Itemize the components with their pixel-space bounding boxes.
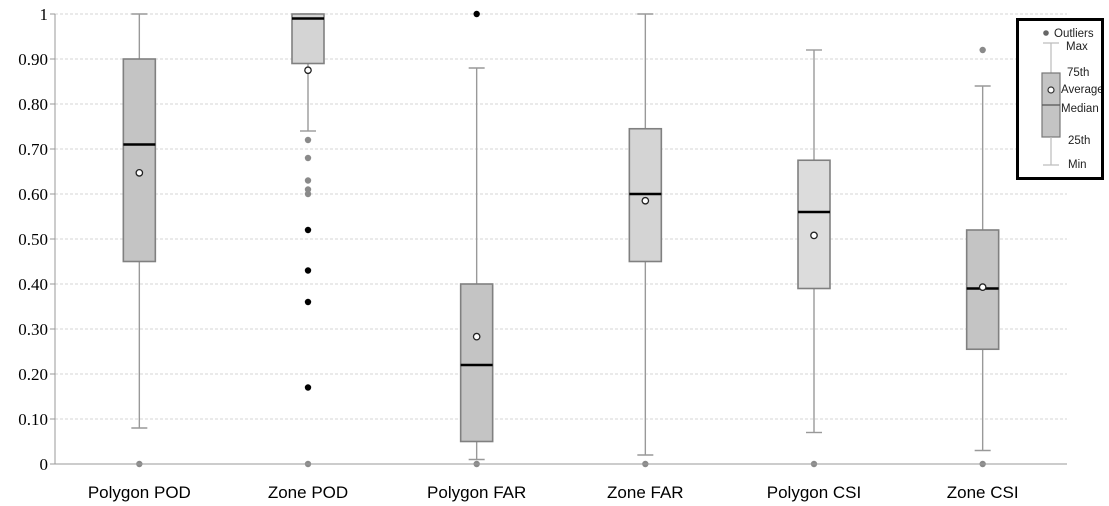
- y-tick-label: 0.20: [18, 365, 48, 384]
- y-tick-label: 0.40: [18, 275, 48, 294]
- gridlines: [55, 13, 1067, 420]
- box-2: [291, 13, 325, 468]
- x-tick-label: Zone FAR: [607, 483, 684, 502]
- legend-outlier-marker: [1043, 30, 1049, 36]
- x-axis: Polygon POD Zone POD Polygon FAR Zone FAR Po…: [55, 463, 1067, 502]
- outlier-point: [979, 46, 986, 54]
- y-tick-label: 0.80: [18, 95, 48, 114]
- box-1: [122, 13, 157, 468]
- legend-q3-label: 75th: [1067, 67, 1089, 79]
- mean-marker: [641, 196, 650, 205]
- legend-outliers-label: Outliers: [1054, 28, 1094, 40]
- legend-min-label: Min: [1068, 159, 1087, 171]
- y-tick-label: 0.30: [18, 320, 48, 339]
- y-tick-label: 0.10: [18, 410, 48, 429]
- iqr-box: [459, 283, 494, 443]
- iqr-box: [797, 159, 831, 290]
- outlier-point: [473, 10, 480, 18]
- iqr-box: [291, 13, 325, 65]
- legend-average-label: Average: [1061, 84, 1101, 96]
- x-tick-label: Zone POD: [268, 483, 348, 502]
- outlier-point: [304, 384, 312, 391]
- y-axis: 0 0.10 0.20 0.30 0.40 0.50 0.60 0.70 0.80 0.90 1: [18, 5, 56, 474]
- mean-marker: [978, 283, 987, 291]
- outlier-point: [304, 177, 312, 184]
- mean-marker: [135, 169, 144, 177]
- outlier-point: [304, 136, 312, 144]
- legend-average-marker: [1047, 86, 1055, 94]
- outlier-point: [304, 186, 312, 193]
- box-series: [122, 10, 1000, 468]
- legend-graphic: Outliers Max 75th Average Median 25th Mi…: [1041, 28, 1104, 171]
- y-tick-label: 0.60: [18, 185, 48, 204]
- y-tick-label: 0.90: [18, 50, 48, 69]
- outlier-point: [304, 226, 312, 234]
- x-tick-label: Polygon CSI: [767, 483, 862, 502]
- legend-max-label: Max: [1066, 41, 1088, 53]
- x-tick-label: Polygon POD: [88, 483, 191, 502]
- y-tick-label: 0.70: [18, 140, 48, 159]
- y-tick-label: 1: [40, 5, 49, 24]
- x-tick-label: Polygon FAR: [427, 483, 526, 502]
- legend-q1-label: 25th: [1068, 135, 1090, 147]
- box-4: [628, 13, 663, 468]
- mean-marker: [810, 231, 818, 240]
- outlier-point: [304, 190, 312, 198]
- outlier-point: [304, 154, 312, 162]
- x-tick-label: Zone CSI: [947, 483, 1019, 502]
- iqr-box: [122, 58, 157, 263]
- box-5: [797, 49, 831, 468]
- box-3: [459, 10, 494, 468]
- outlier-point: [304, 267, 312, 274]
- box-6: [965, 46, 1000, 468]
- mean-marker: [304, 66, 312, 75]
- mean-marker: [472, 332, 481, 341]
- legend-median-label: Median: [1061, 103, 1099, 115]
- legend: Outliers Max 75th Average Median 25th Mi…: [1016, 18, 1104, 180]
- y-tick-label: 0: [40, 455, 49, 474]
- outlier-point: [304, 298, 312, 306]
- y-tick-label: 0.50: [18, 230, 48, 249]
